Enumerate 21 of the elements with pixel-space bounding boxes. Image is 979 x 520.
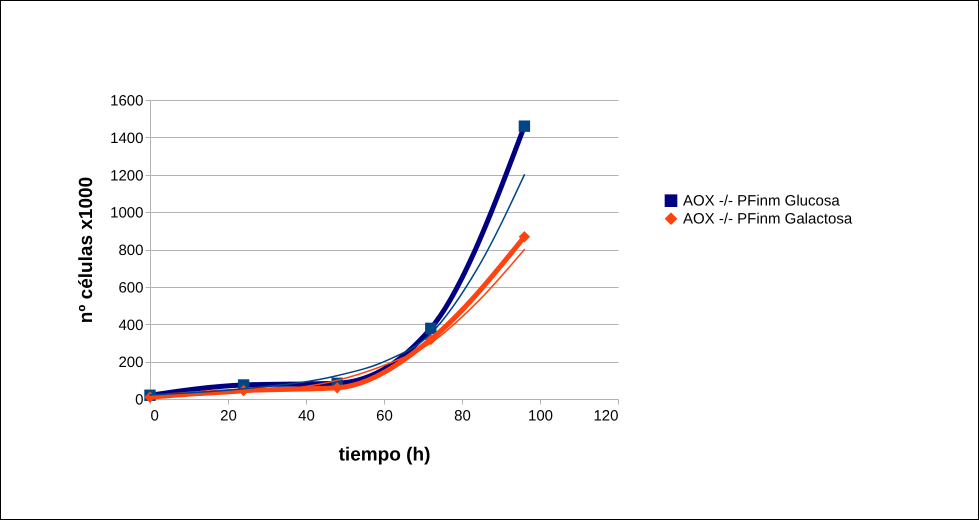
x-tick-label: 100	[528, 408, 554, 424]
y-tick-label: 600	[118, 279, 144, 296]
x-tick-label: 60	[376, 408, 393, 424]
legend-label: AOX -/- PFinm Glucosa	[683, 192, 840, 210]
x-axis-title: tiempo (h)	[338, 444, 430, 466]
legend-label: AOX -/- PFinm Galactosa	[683, 210, 853, 228]
x-tick-label: 20	[220, 408, 237, 424]
x-tick-label: 0	[150, 408, 159, 424]
y-tick-label: 1000	[110, 204, 144, 222]
y-axis-title: nº células x1000	[76, 176, 98, 324]
y-tick-label: 1400	[110, 130, 144, 147]
x-tick-label: 40	[298, 408, 315, 424]
y-tick-label: 200	[118, 354, 144, 372]
point	[518, 231, 530, 242]
y-tick-label: 1200	[110, 167, 144, 184]
y-tick-label: 0	[135, 392, 144, 408]
y-tick-label: 800	[118, 242, 144, 259]
x-tick-label: 120	[593, 408, 618, 424]
y-tick-label: 400	[118, 316, 144, 334]
y-tick-label: 1600	[110, 92, 144, 110]
x-tick-label: 80	[454, 408, 471, 424]
